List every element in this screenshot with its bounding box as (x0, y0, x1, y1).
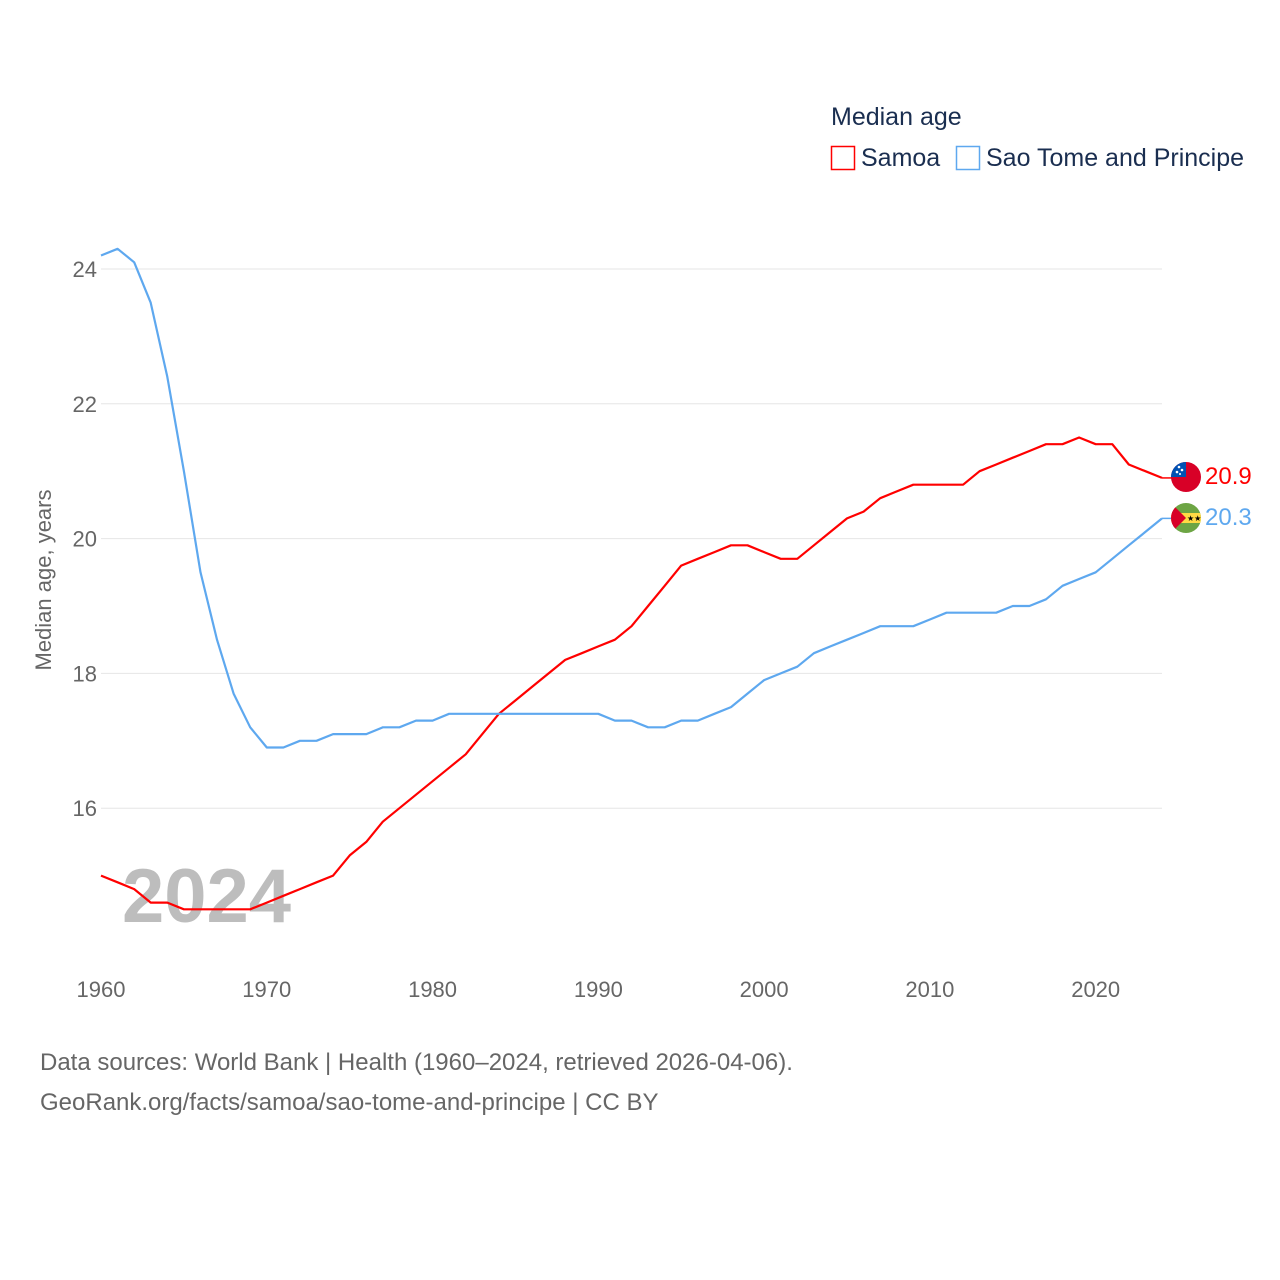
x-tick-label: 1990 (574, 977, 623, 1002)
series-line-samoa (100, 436, 1163, 911)
legend-label-samoa[interactable]: Samoa (861, 144, 940, 172)
x-tick-label: 1980 (408, 977, 457, 1002)
x-axis-ticks: 1960 1970 1980 1990 2000 2010 2020 (77, 977, 1121, 1002)
y-axis-label: Median age, years (31, 490, 56, 671)
samoa-end-value: 20.9 (1205, 463, 1252, 490)
sao-tome-end-value: 20.3 (1205, 504, 1252, 531)
year-watermark: 2024 (122, 854, 291, 939)
legend-label-sao-tome[interactable]: Sao Tome and Principe (986, 144, 1244, 172)
series-line-sao-tome (100, 247, 1163, 749)
x-tick-label: 2020 (1071, 977, 1120, 1002)
y-tick-label: 24 (73, 257, 97, 282)
legend-swatch-samoa[interactable] (830, 145, 856, 171)
y-tick-label: 22 (73, 392, 97, 417)
data-source-text: Data sources: World Bank | Health (1960–… (40, 1049, 793, 1076)
y-tick-label: 16 (73, 796, 97, 821)
legend-swatch-sao-tome[interactable] (955, 145, 981, 171)
source-link[interactable]: GeoRank.org/facts/samoa/sao-tome-and-pri… (40, 1089, 659, 1116)
samoa-flag-icon (1171, 462, 1201, 492)
y-axis-ticks: 16 18 20 22 24 (73, 257, 97, 821)
series-lines (100, 247, 1172, 911)
y-tick-label: 20 (73, 527, 97, 552)
x-tick-label: 1960 (77, 977, 126, 1002)
grid-lines (101, 268, 1162, 809)
sao-tome-flag-icon: ★★ (1171, 503, 1201, 533)
legend-title: Median age (831, 103, 962, 131)
x-tick-label: 2010 (905, 977, 954, 1002)
footer: Data sources: World Bank | Health (1960–… (40, 1043, 793, 1123)
legend: Median age Samoa Sao Tome and Principe (830, 103, 1244, 172)
x-tick-label: 2000 (740, 977, 789, 1002)
svg-text:★★: ★★ (1187, 514, 1201, 523)
y-tick-label: 18 (73, 661, 97, 686)
x-tick-label: 1970 (242, 977, 291, 1002)
